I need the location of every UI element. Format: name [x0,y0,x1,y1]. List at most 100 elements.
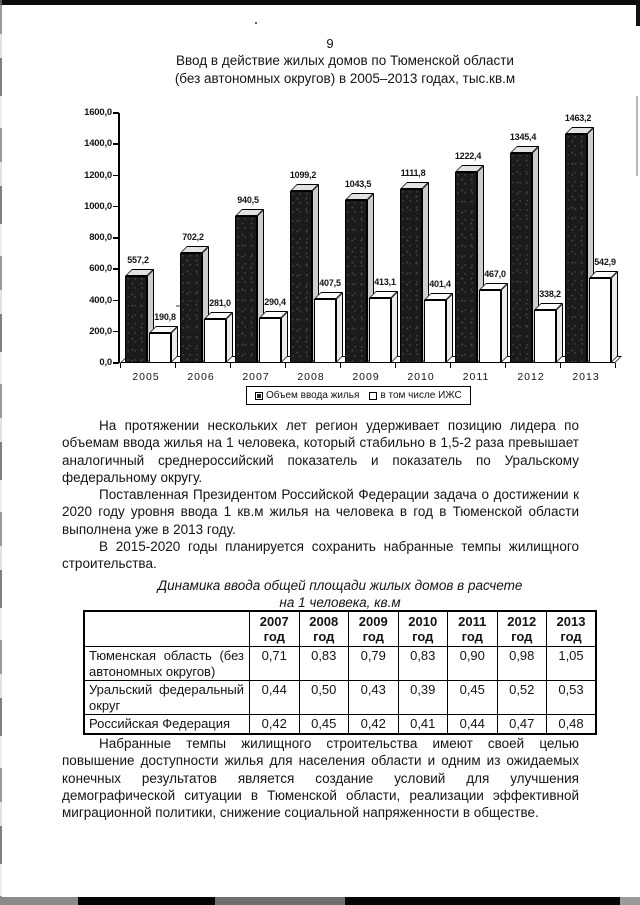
bar-front-face [565,134,587,363]
bar-side-face [556,303,563,363]
table-caption-line1: Динамика ввода общей площади жилых домов… [157,578,523,593]
table-caption-line2: на 1 человека, кв.м [279,595,401,610]
scan-artifact-top-border [0,0,640,5]
bar-series1-2008 [290,184,319,363]
bar-value-label: 1463,2 [564,113,592,124]
bar-value-label: 542,9 [594,257,616,268]
table-cell: 0,43 [348,680,399,715]
bar-value-label: 413,1 [374,277,396,288]
bar-front-face [125,275,147,363]
table-row: Российская Федерация 0,42 0,45 0,42 0,41 0,44… [83,714,597,734]
bar-side-face [281,310,288,363]
bar-series1-2005 [125,268,154,363]
bar-value-label: 702,2 [182,232,204,243]
bar-series2-2005 [149,326,178,363]
data-table: 2007 год 2008 год 2009 год 2010 год 2011 год… [83,610,597,735]
x-axis-label: 2007 [242,371,270,383]
y-axis-tick [113,237,119,239]
scan-speck [255,22,257,24]
bar-series2-2013 [589,271,618,363]
bar-value-label: 190,8 [154,312,176,323]
scan-speck [176,305,181,307]
x-axis-tick [229,363,231,368]
x-axis-label: 2008 [297,371,325,383]
table-column-header: 2010 год [397,610,448,647]
bar-value-label: 338,2 [539,289,561,300]
table-row: Уральский федеральный округ 0,44 0,50 0,43 0… [83,680,597,715]
bar-side-face [611,271,618,363]
bar-front-face [369,298,391,363]
bar-series2-2006 [204,312,233,363]
x-axis-tick [119,363,121,368]
closing-paragraph: Набранные темпы жилищного строительства … [62,736,579,821]
y-axis-tick [113,143,119,145]
table-cell: 0,90 [447,646,498,681]
x-axis-tick [504,363,506,368]
y-axis-label: 600,0 [89,263,112,275]
bar-series2-2011 [479,283,508,363]
table-cell: 0,83 [298,646,349,681]
chart-plot-area: 0,0 200,0 400,0 600,0 800,0 1000,0 1200,0 1400,… [84,107,622,383]
bar-front-face [345,199,367,363]
table-row: Тюменская область (без автономных округо… [83,646,597,681]
x-axis-tick [394,363,396,368]
table-cell: 0,83 [397,646,448,681]
bar-side-face [226,312,233,363]
x-axis-tick [449,363,451,368]
legend-item-series1: Объем ввода жилья [255,390,359,401]
x-axis-tick [339,363,341,368]
bar-side-face [501,283,508,363]
y-axis-label: 800,0 [89,232,112,243]
legend-swatch-filled-icon [255,391,263,400]
table-cell: 0,52 [496,680,547,715]
bar-series1-2007 [235,209,264,363]
x-axis-label: 2009 [352,371,380,383]
bar-value-label: 281,0 [209,298,231,309]
bar-value-label: 467,0 [484,269,506,280]
chart-legend: Объем ввода жилья в том числе ИЖС [246,386,471,405]
y-axis-tick [113,174,119,176]
bar-series2-2009 [369,291,398,363]
bar-value-label: 407,5 [319,278,341,289]
bar-series1-2006 [180,246,209,363]
bar-side-face [446,293,453,363]
bar-front-face [455,172,477,363]
bar-value-label: 1111,8 [400,168,426,179]
bar-series1-2010 [400,182,429,363]
table-column-header: 2008 год [298,610,349,647]
bar-front-face [400,189,422,363]
bar-front-face [149,333,171,363]
x-axis-tick [174,363,176,368]
table-row-label: Тюменская область (без автономных округо… [83,646,250,681]
x-axis-label: 2005 [132,371,160,383]
y-axis-tick [113,362,119,364]
bar-chart: 0,0 200,0 400,0 600,0 800,0 1000,0 1200,0 1400,… [70,103,636,410]
paragraph-1: На протяжении нескольких лет регион удер… [62,418,579,485]
legend-label-series1: Объем ввода жилья [266,390,360,401]
table-cell: 0,42 [348,714,399,734]
table-cell: 0,45 [447,680,498,715]
bar-series2-2008 [314,292,343,363]
bar-series1-2011 [455,165,484,363]
y-axis-label: 200,0 [89,325,112,337]
bar-front-face [510,152,532,363]
bar-front-face [259,317,281,363]
scan-artifact-bottom-border [0,897,640,905]
bar-front-face [314,299,336,363]
bar-series2-2012 [534,303,563,363]
table-row-label: Российская Федерация [83,714,250,734]
scan-artifact-right-border [636,96,638,176]
chart-title: Ввод в действие жилых домов по Тюменской… [95,52,595,87]
table-cell: 0,44 [249,680,300,715]
bar-value-label: 1345,4 [509,131,537,142]
bar-front-face [235,216,257,363]
y-axis-tick [113,112,119,114]
x-axis-label: 2011 [462,371,490,383]
x-axis-tick [559,363,561,368]
bar-front-face [204,319,226,363]
y-axis-label: 0,0 [99,357,112,368]
y-axis-tick [113,330,119,333]
table-caption: Динамика ввода общей площади жилых домов… [90,577,590,611]
bar-series2-2010 [424,293,453,363]
